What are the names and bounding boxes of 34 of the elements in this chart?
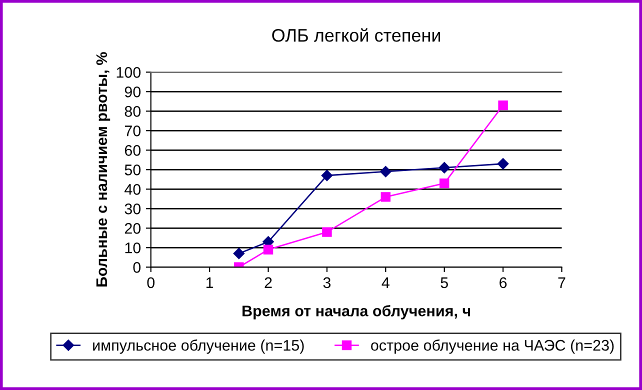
point: [322, 227, 332, 237]
y-axis-title: Больные с наличием рвоты, %: [96, 52, 110, 287]
y-tick-label: 90: [124, 86, 141, 98]
x-tick-label: 4: [382, 277, 390, 288]
point: [380, 166, 392, 178]
x-tick-label: 7: [558, 277, 566, 288]
x-tick-label: 2: [264, 277, 272, 288]
y-tick-label: 100: [116, 67, 141, 78]
x-tick-label: 0: [147, 277, 155, 288]
x-tick-label: 3: [323, 277, 331, 288]
y-tick-label: 10: [125, 242, 141, 254]
legend-label: импульсное облучение (n=15): [93, 339, 304, 354]
point: [439, 178, 450, 188]
y-tick-label: 60: [124, 145, 141, 156]
x-tick-label: 5: [440, 277, 448, 288]
x-tick-label: 6: [500, 277, 507, 288]
x-axis-title: Время от начала облучения, ч: [242, 305, 470, 320]
x-tick-label: 1: [206, 277, 214, 288]
y-tick-label: 50: [124, 164, 141, 176]
chart-title: ОЛБ легкой степени: [272, 28, 440, 42]
y-tick-label: 80: [124, 106, 141, 117]
y-tick-label: 40: [124, 184, 141, 195]
point: [380, 192, 391, 202]
y-tick-label: 30: [124, 204, 141, 214]
legend-label: острое облучение на ЧАЭС (n=23): [371, 339, 614, 354]
y-tick-label: 0: [133, 262, 141, 273]
point: [438, 162, 450, 174]
y-tick-label: 70: [124, 126, 141, 136]
point: [497, 158, 509, 170]
point: [498, 100, 508, 110]
point: [263, 244, 274, 254]
point: [321, 170, 333, 182]
y-tick-label: 20: [124, 223, 141, 234]
point: [233, 248, 245, 260]
